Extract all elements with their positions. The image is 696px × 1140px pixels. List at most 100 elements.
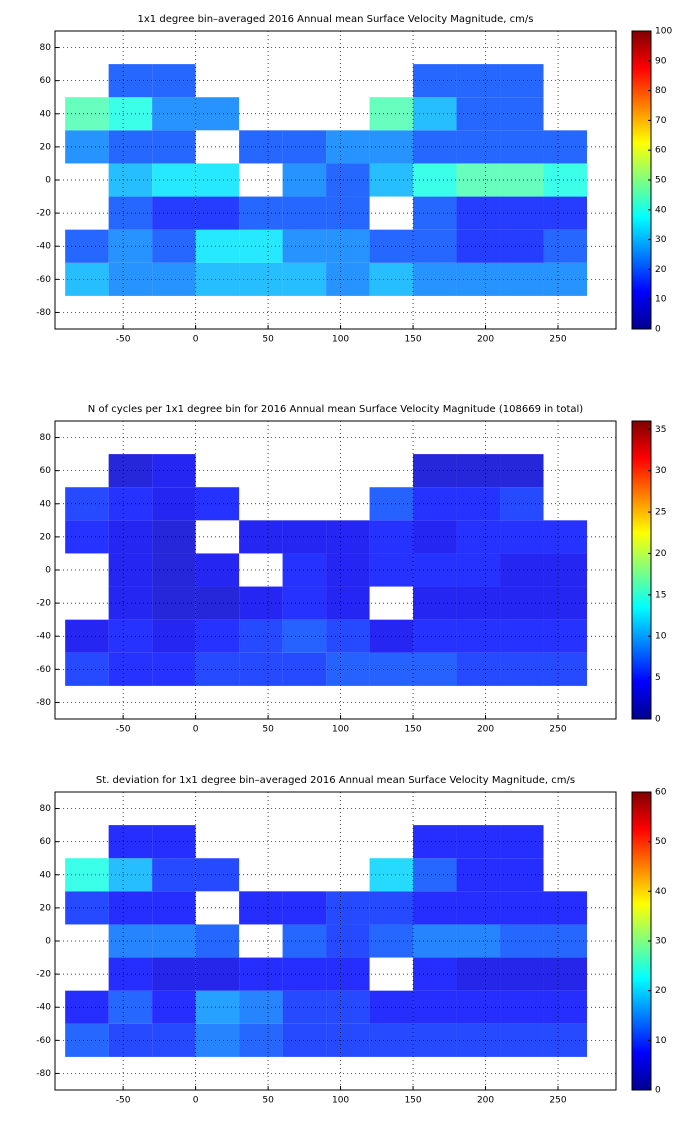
cell [152, 586, 196, 620]
y-tick-label: 40 [40, 109, 52, 119]
cell [65, 891, 109, 925]
cell [413, 652, 457, 686]
cell [152, 1023, 196, 1057]
cell [413, 1023, 457, 1057]
x-tick-label: 250 [549, 725, 566, 735]
cell [195, 487, 240, 521]
cell [543, 553, 588, 587]
cell [152, 130, 196, 164]
cell [282, 586, 327, 620]
cell [195, 163, 240, 197]
cell [500, 262, 544, 296]
cell [543, 924, 588, 958]
y-tick-label: -60 [36, 275, 51, 285]
x-tick-label: 200 [477, 1096, 494, 1106]
cell [413, 64, 457, 98]
cell [239, 990, 283, 1024]
x-tick-label: 250 [549, 1096, 566, 1106]
cell [195, 586, 240, 620]
cell [500, 957, 544, 991]
colorbar-tick-label: 20 [655, 986, 667, 996]
cell [413, 487, 457, 521]
y-tick-label: -20 [36, 599, 51, 609]
axes-frame [54, 791, 617, 1091]
cell [282, 520, 327, 554]
cell [282, 553, 327, 587]
cell [152, 619, 196, 653]
cell [413, 262, 457, 296]
cell [543, 262, 588, 296]
colorbar-tick-label: 0 [655, 715, 661, 725]
x-tick-label: 150 [404, 335, 421, 345]
cell [65, 487, 109, 521]
colorbar-tick-label: 10 [655, 632, 667, 642]
cell [282, 163, 327, 197]
cell [152, 858, 196, 892]
cell [65, 130, 109, 164]
chart-title: 1x1 degree bin–averaged 2016 Annual mean… [138, 14, 534, 25]
y-tick-label: 20 [40, 532, 52, 542]
colorbar-tick-label: 10 [655, 1036, 667, 1046]
cell [239, 891, 283, 925]
cell [195, 196, 240, 230]
x-tick-label: 50 [262, 725, 274, 735]
colorbar-tick-label: 30 [655, 466, 667, 476]
cell [195, 924, 240, 958]
cell [500, 487, 544, 521]
y-tick-label: 80 [40, 433, 52, 443]
colorbar-tick-label: 30 [655, 235, 667, 245]
cell [500, 990, 544, 1024]
colorbar-tick-label: 20 [655, 265, 667, 275]
cell [543, 163, 588, 197]
colorbar-tick-label: 35 [655, 425, 666, 435]
y-tick-label: 0 [45, 176, 51, 186]
x-tick-label: -50 [116, 725, 131, 735]
cell [195, 97, 240, 131]
cell [413, 163, 457, 197]
x-tick-label: 50 [262, 335, 274, 345]
cell [543, 652, 588, 686]
cell [152, 990, 196, 1024]
cell [65, 262, 109, 296]
colorbar-tick-label: 10 [655, 295, 667, 305]
x-tick-label: 100 [332, 1096, 349, 1106]
cell [239, 520, 283, 554]
axes-frame [54, 30, 617, 330]
y-tick-label: 20 [40, 142, 52, 152]
x-tick-label: 150 [404, 725, 421, 735]
x-tick-label: 0 [193, 335, 199, 345]
y-tick-label: -60 [36, 665, 51, 675]
x-tick-label: 50 [262, 1096, 274, 1106]
cell [282, 957, 327, 991]
y-tick-label: 20 [40, 903, 52, 913]
y-tick-label: -40 [36, 1003, 51, 1013]
cell [152, 652, 196, 686]
cell [500, 520, 544, 554]
colorbar-tick-label: 0 [655, 325, 661, 335]
cell [282, 229, 327, 263]
y-tick-label: 80 [40, 804, 52, 814]
axes-frame [54, 420, 617, 720]
cell [239, 1023, 283, 1057]
cell [195, 229, 240, 263]
x-tick-label: 100 [332, 335, 349, 345]
y-tick-label: -60 [36, 1036, 51, 1046]
x-tick-label: 100 [332, 725, 349, 735]
colorbar-tick-label: 40 [655, 887, 667, 897]
colorbar-tick-label: 25 [655, 508, 666, 518]
cell [500, 825, 544, 859]
cell [239, 196, 283, 230]
cell [413, 130, 457, 164]
y-tick-label: 40 [40, 870, 52, 880]
y-tick-label: 40 [40, 499, 52, 509]
cell [500, 586, 544, 620]
x-tick-label: 0 [193, 725, 199, 735]
cell [500, 64, 544, 98]
cell [543, 196, 588, 230]
colorbar-tick-label: 90 [655, 56, 667, 66]
cell [195, 553, 240, 587]
cell [239, 586, 283, 620]
y-tick-label: 60 [40, 466, 52, 476]
cell [152, 520, 196, 554]
colorbar-tick-label: 60 [655, 146, 667, 156]
